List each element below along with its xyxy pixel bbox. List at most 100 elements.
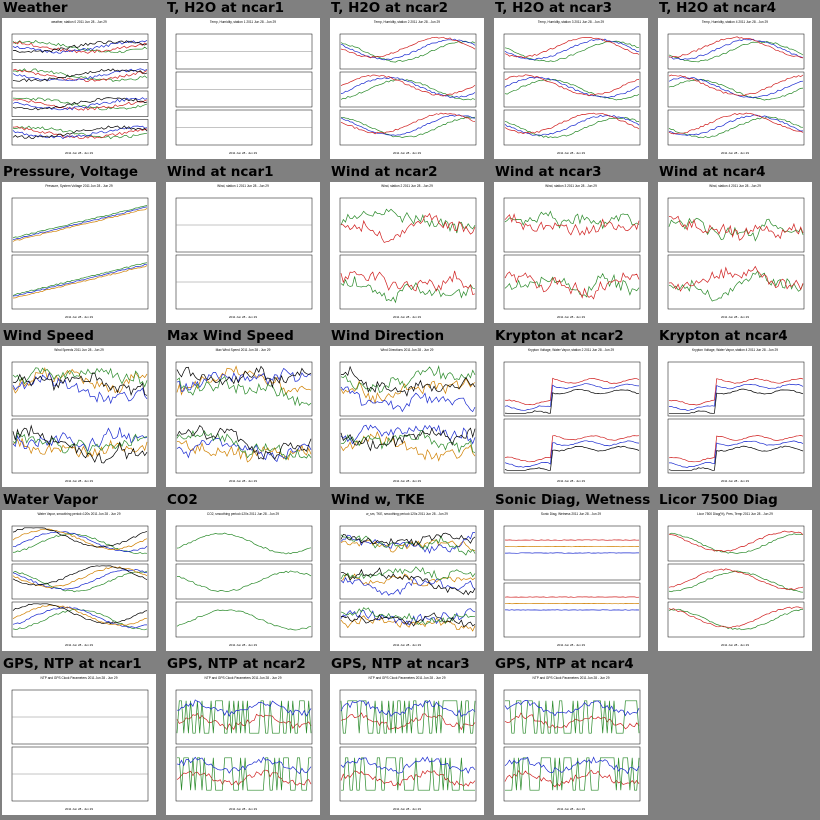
plot-series-line [340, 566, 476, 580]
plot-series-line [504, 602, 639, 605]
plot-thumbnail[interactable]: Wind, station 1 2011 Jun 28 - Jun 29 2011… [166, 182, 320, 323]
plot-image: Temp, Humidity, station 4 2011 Jun 28 - … [667, 20, 805, 155]
plot-series-line [340, 112, 476, 135]
plot-series-line [668, 532, 804, 554]
plot-series-line [12, 208, 148, 242]
plot-series-line [340, 576, 476, 596]
plot-series-line [504, 596, 640, 598]
plot-thumbnail[interactable]: Temp, Humidity, station 4 2011 Jun 28 - … [658, 18, 812, 159]
plot-title: Wind at ncar3 [495, 164, 602, 180]
plot-series-line [12, 97, 148, 111]
plot-thumbnail[interactable]: Krypton Voltage, Water Vapor, station 2 … [494, 346, 648, 487]
plot-panel [339, 418, 477, 474]
plot-series-line [12, 125, 148, 140]
plot-thumbnail[interactable]: NTP and GPS Clock Parameters 2011 Jun 28… [330, 674, 484, 815]
plot-panel [503, 361, 641, 417]
plot-time-axis-label: 2011 Jun 28 - Jun 29 [229, 807, 257, 811]
plot-header-text: Wind, station 1 2011 Jun 28 - Jun 29 [217, 184, 269, 188]
plot-thumbnail[interactable]: Pressure, System Voltage 2011 Jun 28 - J… [2, 182, 156, 323]
plot-thumbnail[interactable]: Temp, Humidity, station 2 2011 Jun 28 - … [330, 18, 484, 159]
plot-thumbnail[interactable]: CO2, smoothing period=120s 2011 Jun 28 -… [166, 510, 320, 651]
plot-thumbnail[interactable]: NTP and GPS Clock Parameters 2011 Jun 28… [2, 674, 156, 815]
plot-title: Max Wind Speed [167, 328, 294, 344]
plot-series-line [668, 383, 804, 411]
plot-image: Pressure, System Voltage 2011 Jun 28 - J… [11, 184, 149, 319]
plot-series-line [504, 74, 640, 97]
plot-thumbnail[interactable]: Wind, station 4 2011 Jun 28 - Jun 29 2011… [658, 182, 812, 323]
plot-image: Temp, Humidity, station 1 2011 Jun 28 - … [175, 20, 313, 155]
plot-time-axis-label: 2011 Jun 28 - Jun 29 [557, 479, 585, 483]
plot-thumbnail[interactable]: weather, station 0 2011 Jun 28 - Jun 29 2… [2, 18, 156, 159]
plot-header-text: Temp, Humidity, station 2 2011 Jun 28 - … [374, 20, 440, 24]
plot-thumbnail[interactable]: Wind Speeds 2011 Jun 28 - Jun 29 2011 Jun… [2, 346, 156, 487]
plot-series-line [340, 615, 476, 632]
plot-series-line [12, 40, 148, 54]
plot-series-line [504, 383, 640, 411]
plot-image: w_sm, TKE, smoothing period=120s 2011 Ju… [339, 512, 477, 647]
plot-series-line [504, 114, 640, 136]
plot-image: Wind Speeds 2011 Jun 28 - Jun 29 2011 Jun… [11, 348, 149, 483]
plot-series-line [176, 365, 312, 389]
plot-panel [667, 525, 805, 562]
plot-panel [503, 109, 641, 146]
plot-series-line [12, 97, 148, 111]
plot-series-line [340, 78, 476, 101]
plot-thumbnail[interactable]: Temp, Humidity, station 1 2011 Jun 28 - … [166, 18, 320, 159]
plot-series-line [176, 438, 312, 463]
plot-thumbnail[interactable]: Wind Directions 2011 Jun 28 - Jun 29 2011… [330, 346, 484, 487]
plot-image: Temp, Humidity, station 2 2011 Jun 28 - … [339, 20, 477, 155]
plot-time-axis-label: 2011 Jun 28 - Jun 29 [393, 315, 421, 319]
plot-series-line [504, 389, 640, 414]
plot-tile: CO2 CO2, smoothing period=120s 2011 Jun 2… [164, 492, 328, 656]
plot-panel [339, 33, 477, 70]
plot-thumbnail[interactable]: Wind, station 3 2011 Jun 28 - Jun 29 2011… [494, 182, 648, 323]
plot-thumbnail[interactable]: Max Wind Speed 2011 Jun 28 - Jun 29 2011 … [166, 346, 320, 487]
plot-thumbnail[interactable]: Temp, Humidity, station 3 2011 Jun 28 - … [494, 18, 648, 159]
plot-series-line [504, 38, 640, 61]
plot-title: Wind Direction [331, 328, 445, 344]
plot-title: Wind Speed [3, 328, 94, 344]
plot-panel [11, 119, 149, 146]
plot-series-line [12, 98, 148, 111]
plot-thumbnail[interactable]: NTP and GPS Clock Parameters 2011 Jun 28… [494, 674, 648, 815]
plot-tile: Weather weather, station 0 2011 Jun 28 - … [0, 0, 164, 164]
plot-time-axis-label: 2011 Jun 28 - Jun 29 [393, 151, 421, 155]
plot-thumbnail[interactable]: Water Vapor, smoothing period=120s 2011 … [2, 510, 156, 651]
plot-thumbnail[interactable]: Sonic Diag, Wetness 2011 Jun 28 - Jun 29… [494, 510, 648, 651]
plot-series-line [176, 365, 312, 396]
plot-series-line [504, 539, 640, 541]
plot-tile: Pressure, Voltage Pressure, System Voltag… [0, 164, 164, 328]
plot-thumbnail[interactable]: NTP and GPS Clock Parameters 2011 Jun 28… [166, 674, 320, 815]
plot-panel [339, 197, 477, 253]
plot-time-axis-label: 2011 Jun 28 - Jun 29 [557, 807, 585, 811]
plot-series-line [668, 74, 804, 96]
plot-series-line [176, 699, 312, 717]
plot-image: Sonic Diag, Wetness 2011 Jun 28 - Jun 29… [503, 512, 641, 647]
plot-time-axis-label: 2011 Jun 28 - Jun 29 [557, 643, 585, 647]
plot-time-axis-label: 2011 Jun 28 - Jun 29 [65, 643, 93, 647]
plot-series-line [668, 116, 804, 139]
plot-series-line [12, 565, 148, 586]
plot-time-axis-label: 2011 Jun 28 - Jun 29 [557, 315, 585, 319]
plot-header-text: CO2, smoothing period=120s 2011 Jun 28 -… [207, 512, 279, 516]
plot-series-line [12, 603, 148, 625]
plot-tile: Wind w, TKE w_sm, TKE, smoothing period=1… [328, 492, 492, 656]
plot-time-axis-label: 2011 Jun 28 - Jun 29 [721, 151, 749, 155]
plot-header-text: NTP and GPS Clock Parameters 2011 Jun 28… [369, 676, 446, 680]
plot-series-line [176, 756, 312, 775]
plot-image: Wind, station 3 2011 Jun 28 - Jun 29 2011… [503, 184, 641, 319]
plot-header-text: Krypton Voltage, Water Vapor, station 2 … [528, 348, 614, 352]
plot-series-line [340, 770, 476, 787]
plot-time-axis-label: 2011 Jun 28 - Jun 29 [229, 315, 257, 319]
plot-panel [11, 418, 149, 474]
plot-thumbnail[interactable]: Krypton Voltage, Water Vapor, station 4 … [658, 346, 812, 487]
plot-thumbnail[interactable]: w_sm, TKE, smoothing period=120s 2011 Ju… [330, 510, 484, 651]
plot-series-line [176, 439, 312, 463]
plot-thumbnail[interactable]: Wind, station 2 2011 Jun 28 - Jun 29 2011… [330, 182, 484, 323]
plot-tile: Krypton at ncar4 Krypton Voltage, Water V… [656, 328, 820, 492]
plot-time-axis-label: 2011 Jun 28 - Jun 29 [393, 643, 421, 647]
plot-series-line [12, 527, 148, 548]
plot-header-text: Pressure, System Voltage 2011 Jun 28 - J… [45, 184, 112, 188]
plot-series-line [504, 700, 640, 717]
plot-thumbnail[interactable]: Licor 7500 Diag(%), Pres, Temp 2011 Jun … [658, 510, 812, 651]
